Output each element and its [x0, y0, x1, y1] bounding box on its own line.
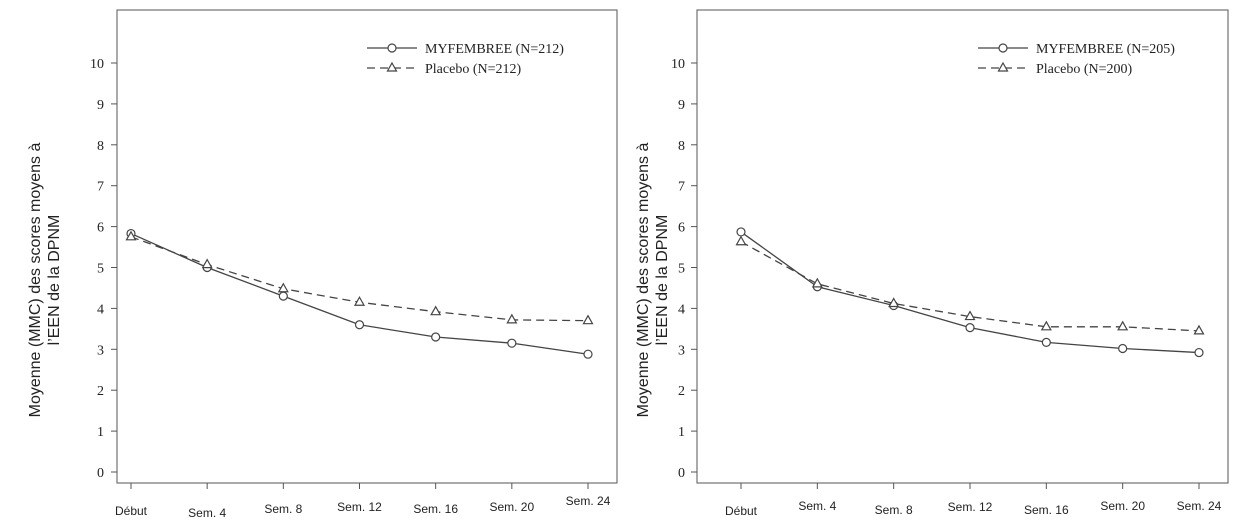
marker: [277, 282, 289, 293]
marker: [354, 320, 365, 330]
x-tick-label: Sem. 4: [798, 499, 836, 513]
y-tick-label: 1: [678, 425, 685, 440]
series-line: [130, 236, 589, 322]
y-tick-label: 4: [678, 302, 685, 317]
x-tick-label: Sem. 8: [875, 503, 913, 517]
marker: [811, 277, 823, 288]
chart: 0 1 2 3 4 5 6 7 8 9 10 Début Sem. 4 Sem. 8 Sem. 12 Sem.…: [27, 9, 618, 520]
y-tick-label: 0: [678, 466, 685, 481]
marker: [201, 258, 213, 269]
legend-label: Placebo (N=200): [1036, 62, 1132, 77]
y-axis-label: l’EEN de la DPNM: [654, 215, 671, 346]
series-line: [130, 232, 589, 355]
y-tick-label: 7: [678, 180, 685, 195]
y-tick-label: 10: [671, 57, 685, 72]
x-tick-label: Sem. 20: [489, 500, 534, 514]
y-tick-label: 3: [678, 343, 685, 358]
y-tick-label: 6: [678, 221, 685, 236]
marker: [583, 349, 593, 359]
legend-marker: [997, 61, 1009, 72]
y-tick-label: 4: [97, 302, 104, 317]
marker: [278, 291, 288, 301]
x-tick-label: Sem. 16: [1024, 503, 1069, 517]
legend-marker: [386, 61, 398, 72]
marker: [1117, 320, 1129, 331]
marker: [1193, 324, 1205, 335]
x-tick-label: Sem. 24: [1177, 499, 1222, 513]
marker: [888, 297, 900, 308]
marker: [507, 338, 517, 348]
marker: [353, 296, 366, 306]
marker: [965, 323, 975, 333]
marker: [1118, 343, 1128, 354]
y-tick-label: 0: [97, 466, 104, 481]
x-tick-label: Début: [725, 504, 758, 518]
x-tick-label: Sem. 16: [413, 502, 458, 516]
x-tick-label: Sem. 20: [1100, 499, 1145, 513]
plot-frame: [696, 9, 1229, 484]
legend-label: Placebo (N=212): [425, 62, 521, 77]
legend-label: MYFEMBREE (N=205): [1036, 42, 1175, 57]
y-axis-label: l’EEN de la DPNM: [46, 215, 63, 346]
marker: [125, 230, 137, 241]
x-tick-label: Début: [115, 504, 148, 518]
y-tick-label: 6: [97, 221, 104, 236]
marker: [506, 313, 518, 324]
y-tick-label: 7: [97, 180, 104, 195]
plot-frame: [116, 9, 618, 484]
x-tick-label: Sem. 12: [337, 500, 382, 514]
y-tick-label: 9: [97, 98, 104, 113]
y-tick-label: 1: [97, 425, 104, 440]
x-tick-label: Sem. 24: [566, 494, 611, 508]
y-tick-label: 8: [678, 139, 685, 154]
y-tick-label: 8: [97, 139, 104, 154]
y-tick-label: 10: [90, 57, 104, 72]
marker: [736, 227, 746, 237]
marker: [430, 305, 442, 316]
y-axis-label: Moyenne (MMC) des scores moyens à: [635, 143, 652, 418]
x-tick-label: Sem. 8: [264, 502, 302, 516]
marker: [964, 310, 976, 321]
marker: [1194, 347, 1204, 358]
marker: [1040, 320, 1052, 331]
y-tick-label: 5: [678, 262, 685, 277]
x-tick-label: Sem. 12: [948, 500, 993, 514]
chart: 0 1 2 3 4 5 6 7 8 9 10 Début Sem. 4 Sem. 8 Sem. 12 Sem.…: [635, 9, 1229, 518]
y-axis-label: Moyenne (MMC) des scores moyens à: [27, 143, 44, 418]
marker: [431, 332, 441, 342]
y-tick-label: 5: [97, 262, 104, 277]
marker: [735, 235, 747, 246]
marker: [1041, 337, 1051, 347]
y-tick-label: 2: [97, 384, 104, 399]
x-tick-label: Sem. 4: [188, 506, 226, 520]
series-line: [740, 231, 1200, 354]
legend-marker: [387, 43, 397, 53]
y-tick-label: 2: [678, 384, 685, 399]
y-tick-label: 9: [678, 98, 685, 113]
legend-label: MYFEMBREE (N=212): [425, 42, 564, 57]
marker: [582, 314, 594, 325]
y-tick-label: 3: [97, 343, 104, 358]
legend-marker: [998, 43, 1008, 53]
